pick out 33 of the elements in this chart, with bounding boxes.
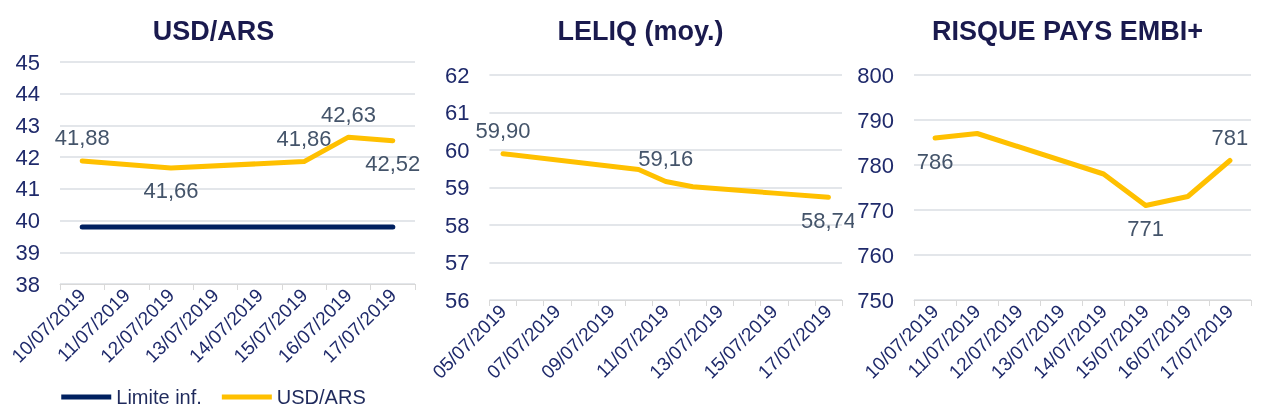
y-tick-label: 780 <box>857 152 894 178</box>
data-label: 42,63 <box>320 101 376 127</box>
data-label: 59,90 <box>475 118 531 144</box>
data-label: 781 <box>1211 125 1249 150</box>
y-tick-label: 43 <box>15 112 40 138</box>
legend-label: Limite inf. <box>116 386 202 408</box>
y-tick-label: 760 <box>857 242 894 268</box>
chart-title: RISQUE PAYS EMBI+ <box>932 15 1203 46</box>
y-tick-label: 60 <box>444 137 470 163</box>
y-tick-label: 790 <box>857 107 894 133</box>
chart-title: USD/ARS <box>152 15 275 46</box>
data-label: 41,86 <box>276 126 332 152</box>
data-label: 42,52 <box>365 151 421 177</box>
y-tick-label: 57 <box>444 250 470 275</box>
y-tick-label: 59 <box>444 175 470 200</box>
data-label: 786 <box>916 148 954 174</box>
y-tick-label: 58 <box>444 212 470 238</box>
y-tick-label: 62 <box>444 62 470 88</box>
y-tick-label: 45 <box>15 49 40 75</box>
data-label: 41,88 <box>54 125 110 151</box>
y-tick-label: 39 <box>15 239 40 265</box>
y-tick-label: 41 <box>15 176 40 202</box>
y-tick-label: 44 <box>15 81 40 107</box>
y-tick-label: 40 <box>15 208 40 234</box>
y-tick-label: 61 <box>444 100 470 125</box>
data-label: 59,16 <box>638 146 694 171</box>
legend-label: USD/ARS <box>276 386 366 408</box>
y-tick-label: 42 <box>15 144 40 170</box>
y-tick-label: 770 <box>857 197 894 223</box>
data-label: 41,66 <box>143 178 199 204</box>
chart-title: LELIQ (moy.) <box>557 15 724 46</box>
data-label: 771 <box>1127 216 1165 241</box>
y-tick-label: 800 <box>857 62 894 88</box>
